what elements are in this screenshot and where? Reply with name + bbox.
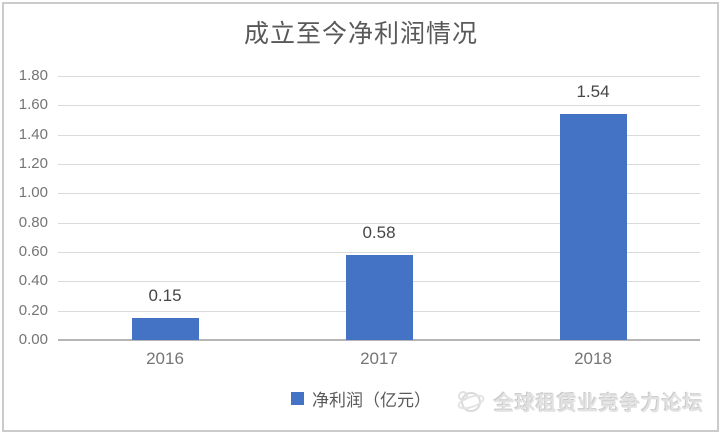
y-tick-label: 1.40 (18, 125, 48, 143)
gridline (58, 222, 700, 224)
x-tick-label: 2017 (360, 349, 398, 368)
bar (131, 318, 199, 340)
y-tick-label: 1.80 (18, 67, 48, 84)
gridline (58, 193, 700, 195)
watermark: 全球租赁业竞争力论坛 (454, 387, 704, 416)
bar-value-label: 0.15 (148, 286, 182, 305)
gridline (58, 252, 700, 253)
y-tick-label: 0.40 (18, 272, 48, 290)
gridline (58, 134, 700, 136)
x-tick-label: 2018 (574, 349, 612, 368)
y-tick-label: 0.60 (18, 243, 48, 260)
legend-label: 净利润（亿元） (312, 391, 431, 410)
y-tick-label: 0.80 (18, 213, 48, 231)
gridline (58, 76, 700, 77)
bar (559, 114, 627, 340)
globe-swoosh-icon (454, 388, 488, 416)
y-tick-label: 1.00 (18, 184, 48, 202)
bar (345, 255, 413, 340)
gridline (58, 164, 700, 165)
watermark-text: 全球租赁业竞争力论坛 (494, 393, 704, 415)
bar-value-label: 0.58 (362, 223, 396, 242)
y-tick-label: 0.00 (18, 331, 48, 348)
bar-value-label: 1.54 (576, 82, 610, 101)
plot-area: 0.15 2016 0.58 2017 1.54 2018 (58, 76, 700, 368)
legend: 净利润（亿元） (0, 386, 722, 411)
gridline (58, 105, 700, 107)
chart-title: 成立至今净利润情况 (243, 20, 478, 48)
y-tick-label: 0.20 (18, 301, 48, 319)
x-axis-line (58, 339, 700, 341)
y-tick-label: 1.20 (18, 155, 48, 172)
y-tick-label: 1.60 (18, 96, 48, 114)
x-tick-label: 2016 (146, 349, 184, 368)
legend-swatch-icon (291, 392, 304, 405)
